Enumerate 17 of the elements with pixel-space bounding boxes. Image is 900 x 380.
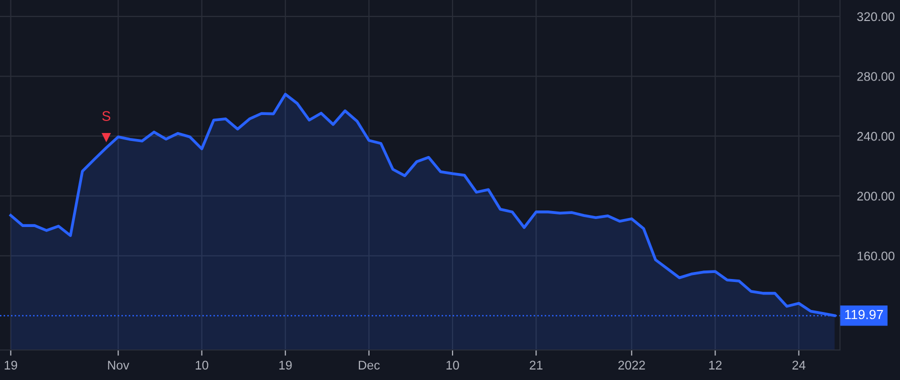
- y-tick-label: 280.00: [857, 72, 894, 81]
- y-tick-label: 200.00: [857, 192, 894, 201]
- x-tick-label: 19: [279, 360, 292, 370]
- ref-line-label: 119.97: [845, 310, 883, 320]
- x-tick-label: 2022: [618, 360, 645, 370]
- y-tick-label: 240.00: [857, 132, 894, 141]
- x-tick-label: Nov: [108, 360, 130, 370]
- x-tick-label: 10: [196, 360, 208, 370]
- x-tick-label: 21: [530, 360, 542, 370]
- x-tick-label: 10: [446, 360, 459, 370]
- x-tick-label: 24: [792, 360, 806, 370]
- y-tick-label: 160.00: [858, 252, 894, 260]
- x-tick-label: 12: [709, 360, 722, 370]
- x-tick-label: Dec: [358, 360, 380, 370]
- x-tick-label: 19: [4, 360, 18, 370]
- annotation: S: [102, 111, 110, 121]
- y-tick-label: 320.00: [857, 12, 894, 22]
